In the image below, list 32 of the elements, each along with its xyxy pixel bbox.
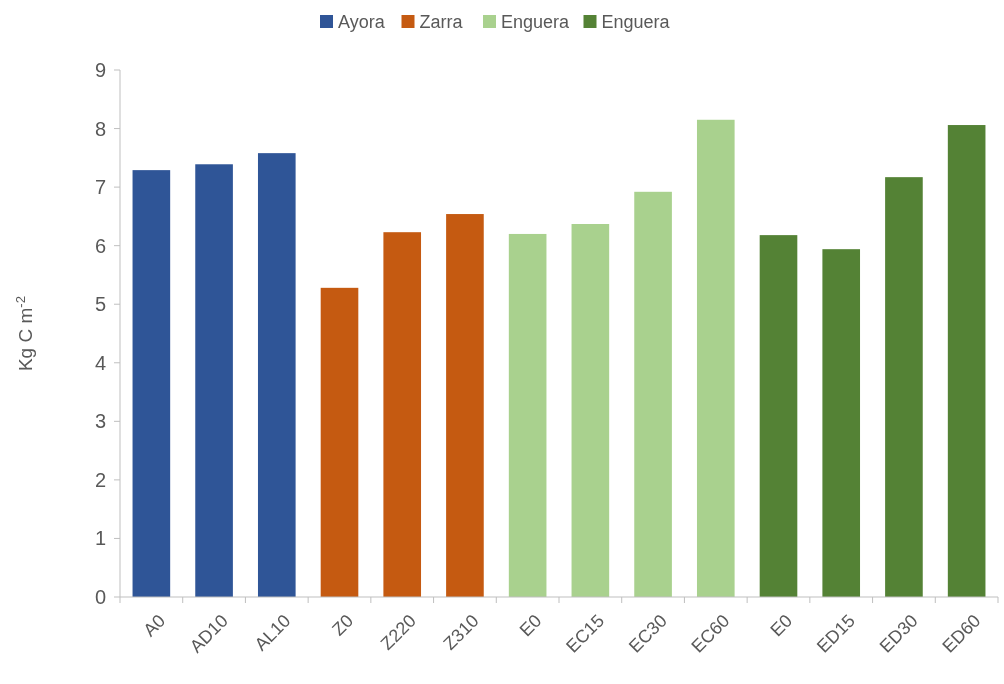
y-tick-label: 6 — [94, 234, 106, 257]
x-tick-label: E0 — [515, 610, 546, 641]
x-tick-label: E0 — [766, 610, 797, 641]
bar — [696, 119, 735, 597]
y-tick-label: 9 — [94, 59, 106, 81]
bar — [195, 164, 233, 597]
y-tick-label: 2 — [94, 468, 106, 491]
y-tick-label: 3 — [94, 410, 106, 433]
x-tick-label: A0 — [139, 610, 170, 641]
y-tick-label: 8 — [94, 117, 106, 140]
y-tick-label: 7 — [94, 176, 106, 199]
y-tick-label: 5 — [94, 293, 106, 316]
y-tick-label: 0 — [94, 586, 106, 608]
x-tick-label: Z0 — [328, 610, 358, 640]
legend-label: Ayora — [338, 12, 386, 33]
bar — [508, 233, 547, 597]
bar — [257, 153, 296, 597]
legend-label: Enguera — [501, 12, 571, 33]
legend-label: Enguera — [601, 12, 671, 33]
bar — [571, 224, 610, 597]
bar — [634, 191, 672, 597]
bar — [320, 287, 359, 597]
bar — [132, 170, 171, 597]
bar — [822, 249, 861, 597]
bar — [446, 214, 484, 597]
legend-label: Zarra — [419, 12, 464, 33]
bar — [885, 177, 923, 597]
y-tick-label: 1 — [94, 527, 106, 550]
bar — [947, 125, 986, 597]
bar — [383, 232, 422, 597]
bar — [759, 235, 798, 597]
y-tick-label: 4 — [94, 351, 106, 374]
